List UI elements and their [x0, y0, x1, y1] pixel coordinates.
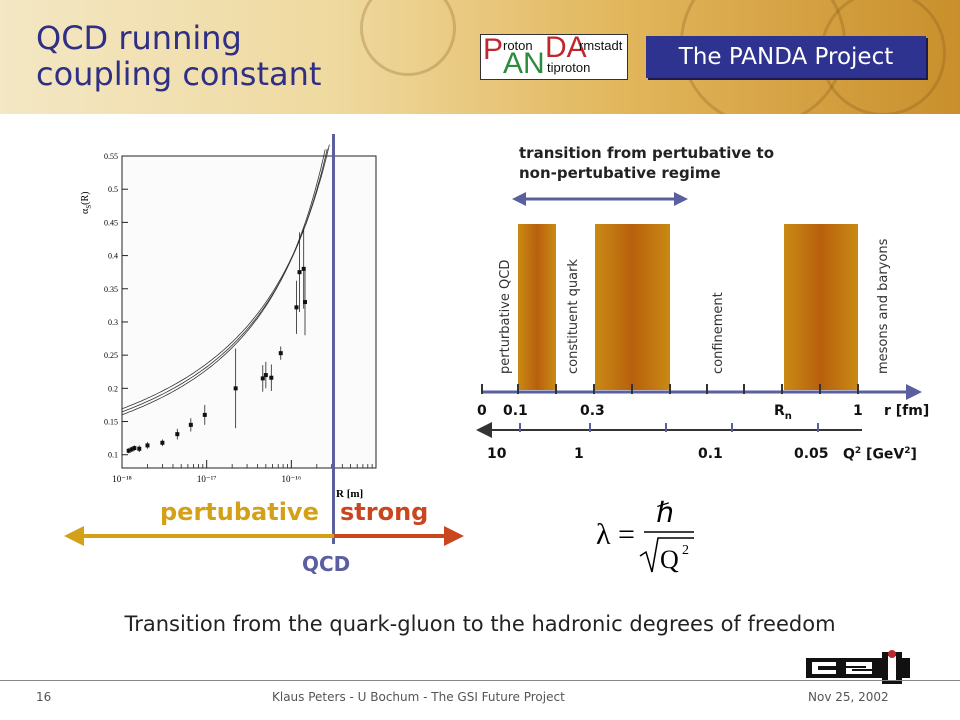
- q-unit-label: Q2 [GeV2]: [843, 446, 917, 463]
- y-tick-label: 0.45: [104, 218, 118, 227]
- data-point: [175, 432, 180, 437]
- fit-curve-group: [121, 144, 330, 416]
- footer-page-number: 16: [36, 690, 52, 704]
- region-label-mesons-baryons: mesons and baryons: [876, 238, 891, 374]
- data-point: [137, 446, 142, 451]
- r-tick-0-1: 0.1: [503, 403, 528, 419]
- r-tick-0: 0: [477, 403, 487, 419]
- formula-q: Q: [660, 545, 679, 574]
- q-tick-0-1: 0.1: [698, 446, 723, 462]
- qcd-label: QCD: [302, 552, 351, 576]
- y-tick-label: 0.15: [104, 418, 118, 427]
- data-point: [297, 270, 302, 275]
- fit-curve: [121, 144, 330, 410]
- logo-text-roton: roton: [503, 38, 533, 53]
- y-tick-label: 0.4: [108, 252, 118, 261]
- logo-letters-an: AN: [503, 47, 545, 80]
- chart-frame: [121, 155, 377, 469]
- data-point: [126, 448, 131, 453]
- y-tick-label: 0.5: [108, 185, 118, 194]
- y-tick-label: 0.1: [108, 451, 118, 460]
- data-point: [233, 386, 238, 391]
- y-tick-group: 0.1 0.15 0.2 0.25 0.3 0.35 0.4 0.45 0.5 0.55: [104, 152, 128, 460]
- y-tick-label: 0.55: [104, 152, 118, 161]
- panda-logo: P roton DA rmstadt AN tiproton: [480, 31, 628, 80]
- x-tick-label: 10⁻¹⁶: [282, 474, 302, 484]
- r-unit-label: r [fm]: [884, 403, 930, 419]
- pertubative-arrow-head: [64, 526, 84, 546]
- data-point: [202, 412, 207, 417]
- x-tick-label: 10⁻¹⁷: [197, 474, 217, 484]
- region-label-constituent-quark: constituent quark: [566, 259, 581, 374]
- footer-date: Nov 25, 2002: [808, 690, 889, 704]
- y-tick-label: 0.25: [104, 351, 118, 360]
- gsi-logo: [806, 650, 910, 684]
- formula-q-exponent: 2: [682, 543, 689, 558]
- formula-sqrt: [639, 537, 694, 573]
- slide-title: QCD running coupling constant: [36, 20, 321, 92]
- region-bar-mesons: [784, 224, 858, 390]
- r-tick-rn-subscript: n: [784, 410, 792, 422]
- q-tick-10: 10: [487, 446, 507, 462]
- slide-caption: Transition from the quark-gluon to the h…: [124, 612, 836, 636]
- formula-equals: =: [618, 518, 635, 551]
- logo-letter-p: P: [483, 33, 504, 66]
- data-point: [278, 351, 283, 356]
- slide-title-line-2: coupling constant: [36, 55, 322, 93]
- q-tick-0-05: 0.05: [794, 446, 829, 462]
- pertubative-label: pertubative: [160, 498, 319, 526]
- transition-text-line-2: non-pertubative regime: [519, 164, 721, 182]
- region-bar-perturbative: [518, 224, 556, 390]
- wavelength-formula: λ = ℏ Q 2: [596, 498, 694, 574]
- data-point: [145, 443, 150, 448]
- r-axis: [476, 384, 922, 438]
- data-point: [302, 300, 307, 305]
- data-point-group: [126, 229, 307, 454]
- qcd-divider-line: [332, 134, 335, 544]
- data-point: [263, 373, 268, 378]
- r-tick-0-3: 0.3: [580, 403, 605, 419]
- data-point: [188, 422, 193, 427]
- region-label-confinement: confinement: [711, 292, 726, 374]
- regime-arrows: [64, 526, 464, 546]
- data-point: [132, 446, 137, 451]
- region-bar-constituent: [595, 224, 670, 390]
- y-axis-label: αS(R): [80, 192, 93, 215]
- y-tick-label: 0.2: [108, 384, 118, 393]
- logo-letters-da: DA: [545, 31, 587, 64]
- strong-arrow-head: [444, 526, 464, 546]
- x-tick-group: 10⁻¹⁸ 10⁻¹⁷ 10⁻¹⁶: [112, 460, 373, 484]
- formula-hbar: ℏ: [656, 498, 674, 529]
- data-point: [269, 375, 274, 380]
- logo-text-tiproton: tiproton: [547, 60, 591, 75]
- footer-divider: [0, 680, 960, 681]
- q-tick-1: 1: [574, 446, 584, 462]
- decorative-circle: [360, 0, 456, 76]
- y-tick-label: 0.3: [108, 318, 118, 327]
- x-tick-label: 10⁻¹⁸: [112, 474, 132, 484]
- data-point: [301, 266, 306, 271]
- logo-text-rmstadt: rmstadt: [579, 38, 623, 53]
- r-tick-1: 1: [853, 403, 863, 419]
- transition-double-arrow: [512, 192, 688, 206]
- data-point: [260, 376, 265, 381]
- x-axis-label: R [m]: [336, 488, 363, 500]
- data-point: [294, 305, 299, 310]
- data-point: [129, 447, 134, 452]
- r-tick-rn: Rn: [774, 403, 792, 422]
- project-badge: The PANDA Project: [646, 36, 926, 78]
- data-point: [160, 440, 165, 445]
- y-tick-label: 0.35: [104, 285, 118, 294]
- slide-title-line-1: QCD running: [36, 19, 242, 57]
- strong-label: strong: [340, 498, 429, 526]
- alpha-s-chart: 0.1 0.15 0.2 0.25 0.3 0.35 0.4 0.45 0.5 0.55 10⁻¹…: [80, 144, 377, 500]
- formula-lambda: λ: [596, 518, 611, 551]
- region-label-perturbative-qcd: perturbative QCD: [498, 259, 513, 374]
- footer-center-text: Klaus Peters - U Bochum - The GSI Future…: [272, 690, 565, 704]
- transition-text-line-1: transition from pertubative to: [519, 144, 775, 162]
